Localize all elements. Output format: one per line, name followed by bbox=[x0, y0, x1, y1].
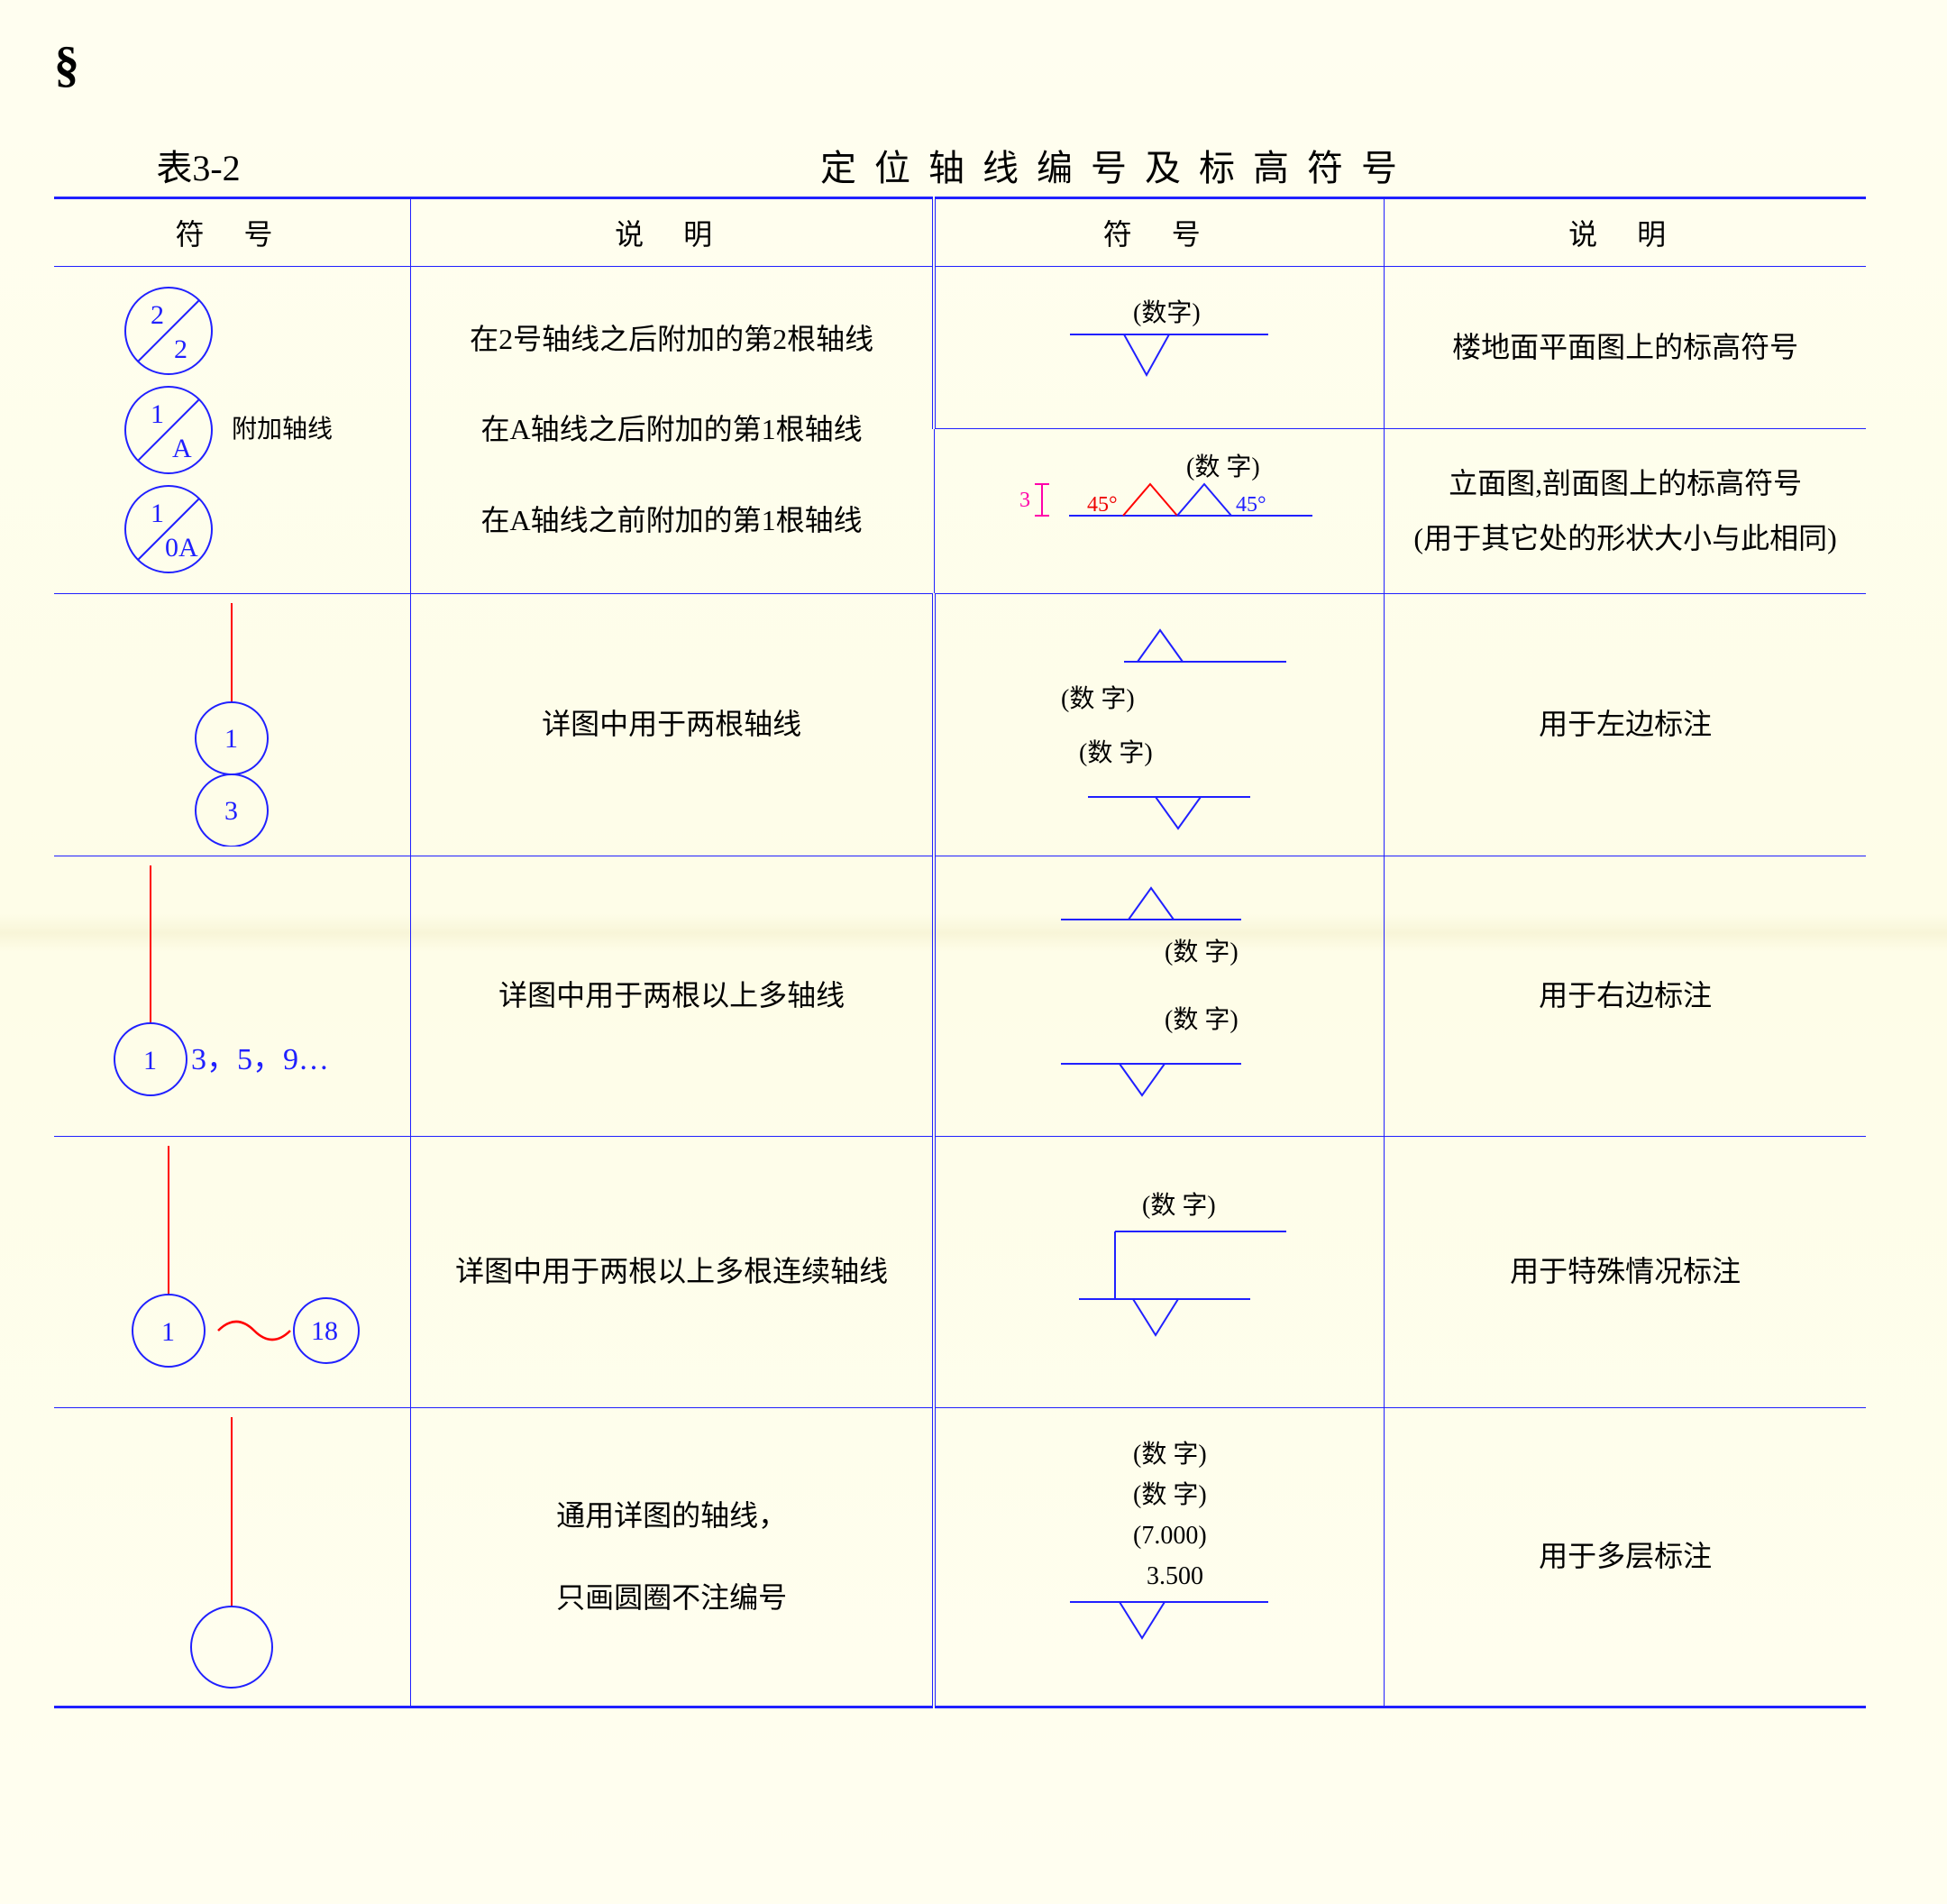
svg-text:(数 字): (数 字) bbox=[1133, 1480, 1207, 1509]
desc-r3: 详图中用于两根以上多轴线 bbox=[410, 856, 934, 1136]
elevation-right-annot: (数 字) (数 字) bbox=[1007, 870, 1313, 1122]
svg-text:A: A bbox=[172, 434, 192, 463]
svg-text:45°: 45° bbox=[1236, 493, 1266, 517]
svg-text:1: 1 bbox=[224, 724, 238, 754]
svg-text:0A: 0A bbox=[165, 533, 198, 563]
svg-text:(数 字): (数 字) bbox=[1061, 684, 1135, 713]
svg-text:3，5，9…: 3，5，9… bbox=[191, 1043, 329, 1076]
desc-r5b: 只画圆圈不注编号 bbox=[433, 1570, 910, 1625]
svg-text:1: 1 bbox=[161, 1317, 175, 1347]
elevation-symbol-section: (数 字) 45° 45° 3 bbox=[988, 444, 1330, 579]
desc-elev-3: 用于左边标注 bbox=[1385, 593, 1866, 856]
svg-text:(数 字): (数 字) bbox=[1186, 453, 1260, 481]
desc-elev-2a: 立面图,剖面图上的标高符号 bbox=[1406, 456, 1844, 511]
elevation-left-annot: (数 字) (数 字) bbox=[1016, 612, 1304, 838]
desc-r1b: 在A轴线之后附加的第1根轴线 bbox=[433, 402, 910, 457]
desc-r2: 详图中用于两根轴线 bbox=[410, 593, 934, 856]
svg-text:2: 2 bbox=[174, 334, 187, 364]
svg-text:(数 字): (数 字) bbox=[1133, 1440, 1207, 1469]
desc-elev-6: 用于多层标注 bbox=[1385, 1407, 1866, 1707]
range-axis-symbol: 1 18 bbox=[96, 1146, 367, 1398]
svg-text:18: 18 bbox=[311, 1316, 338, 1346]
table-number: 表3-2 bbox=[54, 139, 343, 191]
svg-text:(数 字): (数 字) bbox=[1165, 938, 1239, 966]
svg-text:3: 3 bbox=[224, 796, 238, 826]
desc-elev-4: 用于右边标注 bbox=[1385, 856, 1866, 1136]
additional-axis-symbols: 2 2 1 A 1 0A 附加轴线 bbox=[96, 277, 367, 583]
desc-r1a: 在2号轴线之后附加的第2根轴线 bbox=[433, 312, 910, 367]
two-axis-symbol: 1 3 bbox=[142, 603, 322, 847]
svg-text:2: 2 bbox=[151, 300, 164, 330]
svg-text:1: 1 bbox=[143, 1046, 157, 1076]
elevation-special: (数 字) bbox=[1016, 1164, 1304, 1380]
table-title: 定位轴线编号及标高符号 bbox=[343, 139, 1893, 191]
svg-text:3.500: 3.500 bbox=[1147, 1562, 1203, 1590]
desc-elev-2b: (用于其它处的形状大小与此相同) bbox=[1406, 511, 1844, 566]
svg-text:(数 字): (数 字) bbox=[1079, 738, 1153, 767]
desc-r5a: 通用详图的轴线， bbox=[433, 1488, 910, 1543]
desc-r1c: 在A轴线之前附加的第1根轴线 bbox=[433, 493, 910, 548]
elevation-symbol-floor: (数字) bbox=[1016, 285, 1304, 411]
svg-text:(数 字): (数 字) bbox=[1165, 1005, 1239, 1034]
svg-text:1: 1 bbox=[151, 399, 164, 429]
header-desc-2: 说 明 bbox=[1385, 198, 1866, 267]
elevation-multilayer: (数 字) (数 字) (7.000) 3.500 bbox=[1016, 1422, 1304, 1692]
svg-text:1: 1 bbox=[151, 499, 164, 528]
side-label: 附加轴线 bbox=[232, 415, 333, 444]
header-symbol-1: 符 号 bbox=[54, 198, 410, 267]
svg-text:45°: 45° bbox=[1087, 493, 1118, 517]
svg-text:3: 3 bbox=[1019, 489, 1030, 512]
symbols-table: 符 号 说 明 符 号 说 明 2 2 1 A bbox=[54, 197, 1866, 1708]
header-desc-1: 说 明 bbox=[410, 198, 934, 267]
desc-r4: 详图中用于两根以上多根连续轴线 bbox=[410, 1136, 934, 1407]
svg-text:(数字): (数字) bbox=[1133, 298, 1201, 327]
desc-elev-5: 用于特殊情况标注 bbox=[1385, 1136, 1866, 1407]
svg-text:(数 字): (数 字) bbox=[1142, 1191, 1216, 1220]
section-mark: § bbox=[54, 36, 1893, 94]
generic-axis-symbol bbox=[142, 1417, 322, 1697]
desc-elev-1: 楼地面平面图上的标高符号 bbox=[1385, 267, 1866, 429]
multi-axis-symbol: 1 3，5，9… bbox=[87, 865, 376, 1127]
svg-text:(7.000): (7.000) bbox=[1133, 1522, 1207, 1550]
title-row: 表3-2 定位轴线编号及标高符号 bbox=[54, 139, 1893, 191]
header-symbol-2: 符 号 bbox=[934, 198, 1384, 267]
